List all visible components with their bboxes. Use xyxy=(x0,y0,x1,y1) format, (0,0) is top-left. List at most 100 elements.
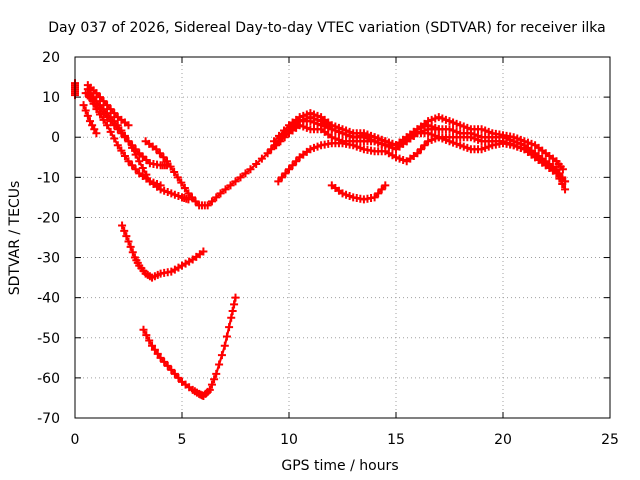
data-point xyxy=(199,247,208,256)
data-point xyxy=(142,331,151,340)
data-point xyxy=(272,141,281,150)
x-tick-label: 5 xyxy=(178,432,187,448)
data-point xyxy=(416,145,425,154)
data-point xyxy=(139,325,148,334)
data-point xyxy=(106,113,115,122)
data-point xyxy=(122,232,131,241)
y-tick-label: -10 xyxy=(37,170,60,186)
data-point xyxy=(117,126,126,135)
data-point xyxy=(160,357,169,366)
data-point xyxy=(117,146,126,155)
data-point xyxy=(222,332,231,341)
series-track-12 xyxy=(118,221,208,282)
data-point xyxy=(83,85,92,94)
data-point xyxy=(92,129,101,138)
data-point xyxy=(217,351,226,360)
data-point xyxy=(85,117,94,126)
series-track-5 xyxy=(83,85,193,204)
data-point xyxy=(241,169,250,178)
data-point xyxy=(374,189,383,198)
data-point xyxy=(561,177,570,186)
data-point xyxy=(381,181,390,190)
data-point xyxy=(263,149,272,158)
y-tick-label: -30 xyxy=(37,251,60,267)
data-point xyxy=(257,154,266,163)
y-tick-label: -70 xyxy=(37,411,60,427)
data-point xyxy=(561,185,570,194)
data-point xyxy=(230,300,239,309)
data-point xyxy=(81,106,90,115)
y-tick-label: 0 xyxy=(51,130,60,146)
data-point xyxy=(170,369,179,378)
data-point xyxy=(124,237,133,246)
data-point xyxy=(180,184,189,193)
data-point xyxy=(236,173,245,182)
y-tick-label: -20 xyxy=(37,210,60,226)
data-point xyxy=(90,125,99,134)
series-track-9 xyxy=(272,121,570,194)
data-point xyxy=(150,345,159,354)
y-axis-label: SDTVAR / TECUs xyxy=(7,181,23,296)
data-point xyxy=(221,185,230,194)
data-point xyxy=(113,141,122,150)
data-point xyxy=(124,121,133,130)
data-point xyxy=(212,193,221,202)
data-point xyxy=(173,173,182,182)
data-point xyxy=(95,110,104,119)
data-point xyxy=(159,153,168,162)
data-point xyxy=(231,293,240,302)
data-point xyxy=(142,170,151,179)
data-point xyxy=(118,221,127,230)
y-tick-label: -60 xyxy=(37,371,60,387)
data-point xyxy=(113,121,122,130)
data-point xyxy=(281,169,290,178)
data-point xyxy=(103,121,112,130)
data-point xyxy=(95,101,104,110)
data-point xyxy=(166,162,175,171)
data-point xyxy=(292,157,301,166)
data-point xyxy=(227,313,236,322)
data-point xyxy=(225,323,234,332)
data-point xyxy=(288,161,297,170)
data-point xyxy=(220,341,229,350)
data-point xyxy=(167,365,176,374)
data-point xyxy=(99,105,108,114)
data-point xyxy=(207,197,216,206)
data-point xyxy=(377,185,386,194)
data-point xyxy=(228,307,237,316)
y-tick-label: -40 xyxy=(37,291,60,307)
data-point xyxy=(231,177,240,186)
data-point xyxy=(155,149,164,158)
data-point xyxy=(120,131,129,140)
x-tick-label: 10 xyxy=(280,432,298,448)
data-point xyxy=(110,117,119,126)
x-tick-label: 15 xyxy=(387,432,405,448)
data-point xyxy=(152,145,161,154)
data-point xyxy=(88,121,97,130)
data-point xyxy=(110,109,119,118)
series-track-4 xyxy=(79,101,101,138)
data-point xyxy=(128,161,137,170)
data-point xyxy=(413,149,422,158)
data-point xyxy=(103,101,112,110)
data-point xyxy=(170,167,179,176)
data-point xyxy=(145,336,154,345)
data-point xyxy=(276,137,285,146)
data-point xyxy=(148,341,157,350)
data-point xyxy=(156,353,165,362)
y-tick-label: -50 xyxy=(37,331,60,347)
data-point xyxy=(153,349,162,358)
data-point xyxy=(216,189,225,198)
data-point xyxy=(128,143,137,152)
data-point xyxy=(163,361,172,370)
x-axis-label: GPS time / hours xyxy=(281,458,398,474)
plot-frame xyxy=(74,56,611,419)
data-point xyxy=(187,193,196,202)
data-point xyxy=(89,93,98,102)
data-point xyxy=(285,165,293,174)
data-point xyxy=(124,157,133,166)
data-point xyxy=(126,242,135,251)
data-point xyxy=(252,159,261,168)
data-point xyxy=(177,178,186,187)
